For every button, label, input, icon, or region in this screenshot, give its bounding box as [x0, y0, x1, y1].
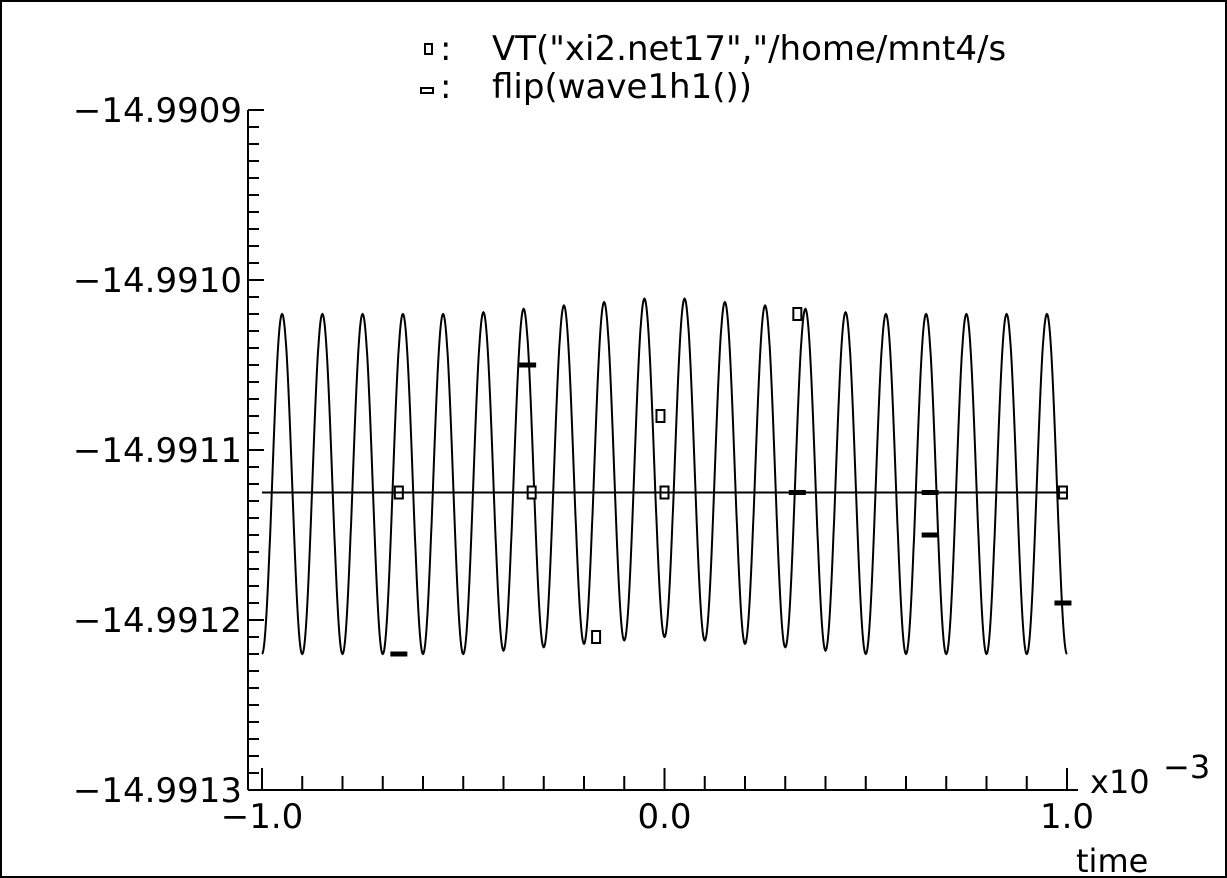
marker-dash [921, 490, 939, 495]
legend-colon-1: : [440, 29, 451, 69]
marker-dash [1054, 600, 1072, 606]
legend-marker-open-square [424, 43, 433, 55]
series-layer [261, 297, 1072, 657]
legend-label-2: flip(wave1h1()) [492, 67, 752, 107]
y-tick-label: −14.9913 [73, 771, 242, 811]
marker-open-square [591, 630, 602, 644]
series-oscillation-line [261, 297, 1068, 656]
y-tick-label: −14.9910 [73, 261, 242, 301]
y-axis: −14.9909 −14.9910 −14.9911 −14.9912 −14.9913 [73, 91, 264, 811]
legend-label-1: VT("xi2.net17","/home/mnt4/s [492, 29, 1006, 69]
y-tick-label: −14.9912 [73, 601, 242, 641]
x-tick-label: 0.0 [637, 797, 691, 837]
marker-dash [519, 362, 537, 368]
y-tick-label: −14.9909 [73, 91, 242, 131]
x-multiplier-exponent: −3 [1163, 748, 1210, 786]
marker-dash [921, 532, 939, 538]
marker-open-square [792, 307, 803, 321]
marker-dash [390, 651, 408, 657]
y-tick-label: −14.9911 [73, 431, 242, 471]
x-tick-label: −1.0 [221, 797, 304, 837]
marker-dash [788, 490, 806, 495]
x-axis: −1.0 0.0 1.0 [221, 768, 1094, 837]
legend-colon-2: : [440, 67, 451, 107]
x-multiplier-label: x10 [1090, 763, 1150, 801]
legend-marker-dash [420, 87, 434, 94]
x-axis-title: time [1076, 842, 1148, 878]
marker-open-square [655, 409, 666, 423]
x-tick-label: 1.0 [1040, 797, 1094, 837]
legend: : VT("xi2.net17","/home/mnt4/s : flip(wa… [420, 29, 1006, 107]
